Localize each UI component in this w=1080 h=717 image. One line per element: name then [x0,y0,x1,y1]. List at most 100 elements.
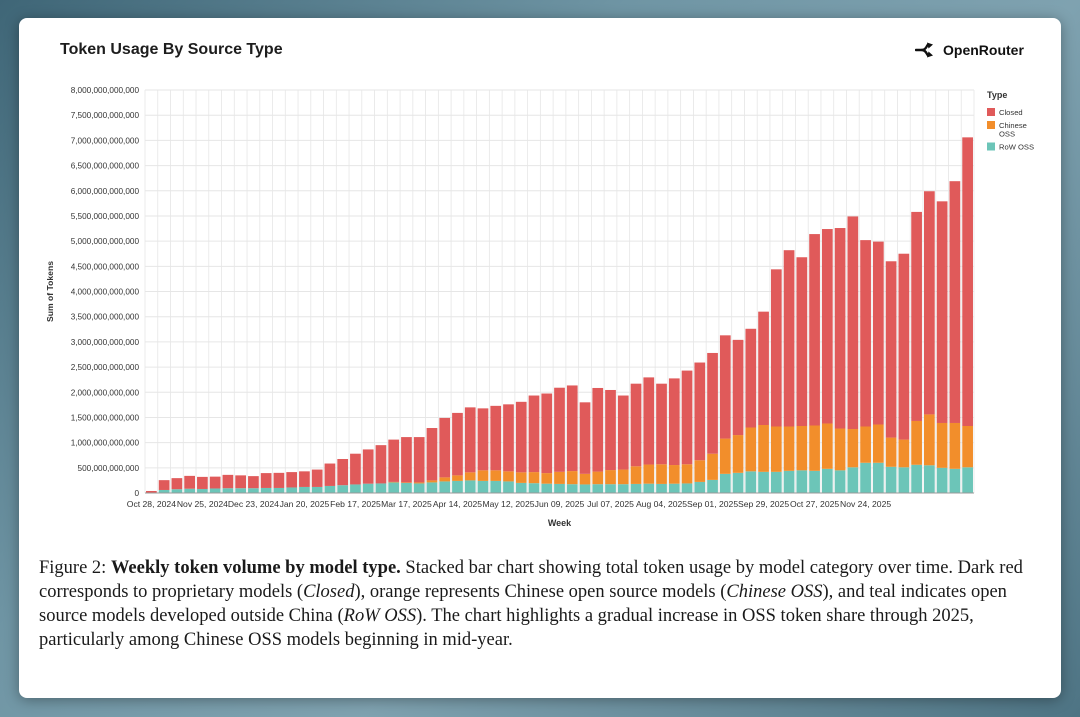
axis-layer: 0 500,000,000,000 1,000,000,000,000 1,500,0… [45,86,974,528]
bar-row-oss [324,485,336,493]
bar-row-oss [248,488,259,493]
bar-row-oss [439,481,451,493]
brand[interactable]: OpenRouter [915,41,1024,59]
bar-closed [962,137,973,427]
bar-closed [171,478,183,490]
chart-card: Token Usage By Source Type OpenRouter 0 5… [19,18,1061,698]
caption-label: Figure 2: [39,558,107,578]
bar-closed [184,475,195,489]
bar-chinese-oss [770,426,782,472]
bar-chinese-oss [860,426,871,463]
bar-row-oss [885,466,897,493]
bar-row-oss [197,488,208,493]
bar-closed [541,393,553,474]
bar-closed [834,228,846,429]
bar-closed [860,240,871,427]
bar-closed [949,181,961,423]
bar-chinese-oss [732,435,744,473]
y-tick-label: 8,000,000,000,000 [71,86,140,95]
bar-closed [362,449,374,484]
bar-closed [579,402,591,474]
bar-chinese-oss [566,471,578,485]
bar-chinese-oss [579,473,591,485]
bar-row-oss [286,487,298,493]
bar-chinese-oss [592,471,604,485]
x-tick-label: Mar 17, 2025 [381,499,432,509]
bar-row-oss [235,488,247,493]
bar-row-oss [643,483,655,493]
bar-closed [668,378,680,466]
bar-closed [490,405,502,471]
bar-chinese-oss [719,438,731,474]
bar-row-oss [579,484,591,493]
bar-row-oss [171,489,183,493]
legend-swatch [987,142,995,151]
figure-caption: Figure 2: Weekly token volume by model t… [39,556,1043,652]
bar-chinese-oss [758,424,769,472]
bar-row-oss [847,467,859,493]
bar-row-oss [464,480,476,493]
bar-chinese-oss [783,426,795,471]
y-tick-label: 5,000,000,000,000 [71,237,140,246]
bar-chinese-oss [962,426,973,468]
bar-chinese-oss [834,428,846,471]
bar-row-oss [337,485,349,493]
bar-closed [146,490,157,493]
caption-text-2: ), orange represents Chinese open source… [354,582,727,602]
bar-chinese-oss [809,425,820,471]
bar-chinese-oss [949,422,961,469]
bar-row-oss [668,483,680,493]
bar-closed [911,211,922,421]
x-tick-label: Aug 04, 2025 [636,499,687,509]
bar-row-oss [732,472,744,493]
bar-closed [273,472,285,488]
bar-chinese-oss [426,480,438,483]
y-tick-label: 7,000,000,000,000 [71,136,140,145]
bar-chinese-oss [617,469,629,485]
openrouter-logo-icon [915,42,933,58]
bar-chinese-oss [515,472,527,483]
bar-row-oss [694,481,706,493]
bar-row-oss [350,484,361,493]
bar-chinese-oss [388,481,400,483]
bar-closed [605,389,616,471]
bar-chinese-oss [668,465,680,484]
bar-row-oss [936,467,948,493]
caption-text-3: ), and teal indicates open source models… [39,582,1007,626]
bar-chinese-oss [503,471,514,482]
bar-chinese-oss [528,472,540,484]
bar-closed [924,191,935,415]
x-tick-label: Oct 28, 2024 [127,499,176,509]
bar-row-oss [566,484,578,493]
bar-closed [350,453,361,485]
bar-row-oss [707,479,718,493]
bar-row-oss [273,487,285,493]
bar-closed [681,370,693,465]
bar-closed [554,387,565,472]
bar-closed [388,439,400,482]
bar-chinese-oss [911,420,922,465]
legend-swatch [987,121,995,129]
bar-row-oss [911,464,922,493]
bar-closed [299,471,310,487]
bar-closed [515,401,527,473]
x-tick-label: Nov 24, 2025 [840,499,891,509]
bar-row-oss [554,483,565,493]
y-tick-label: 2,500,000,000,000 [71,363,140,372]
caption-bold: Weekly token volume by model type. [110,558,401,578]
bar-row-oss [515,482,527,493]
bar-row-oss [541,483,553,493]
bar-row-oss [452,480,463,493]
bar-chinese-oss [605,470,616,485]
bar-chinese-oss [490,470,502,481]
bar-row-oss [962,467,973,493]
bar-closed [707,352,718,454]
bar-closed [439,417,451,478]
bar-chinese-oss [872,424,884,463]
bar-chinese-oss [821,423,833,469]
bar-chinese-oss [643,464,655,484]
y-tick-label: 6,500,000,000,000 [71,162,140,171]
caption-italic-2: Chinese OSS [726,582,823,602]
bar-row-oss [745,471,757,493]
